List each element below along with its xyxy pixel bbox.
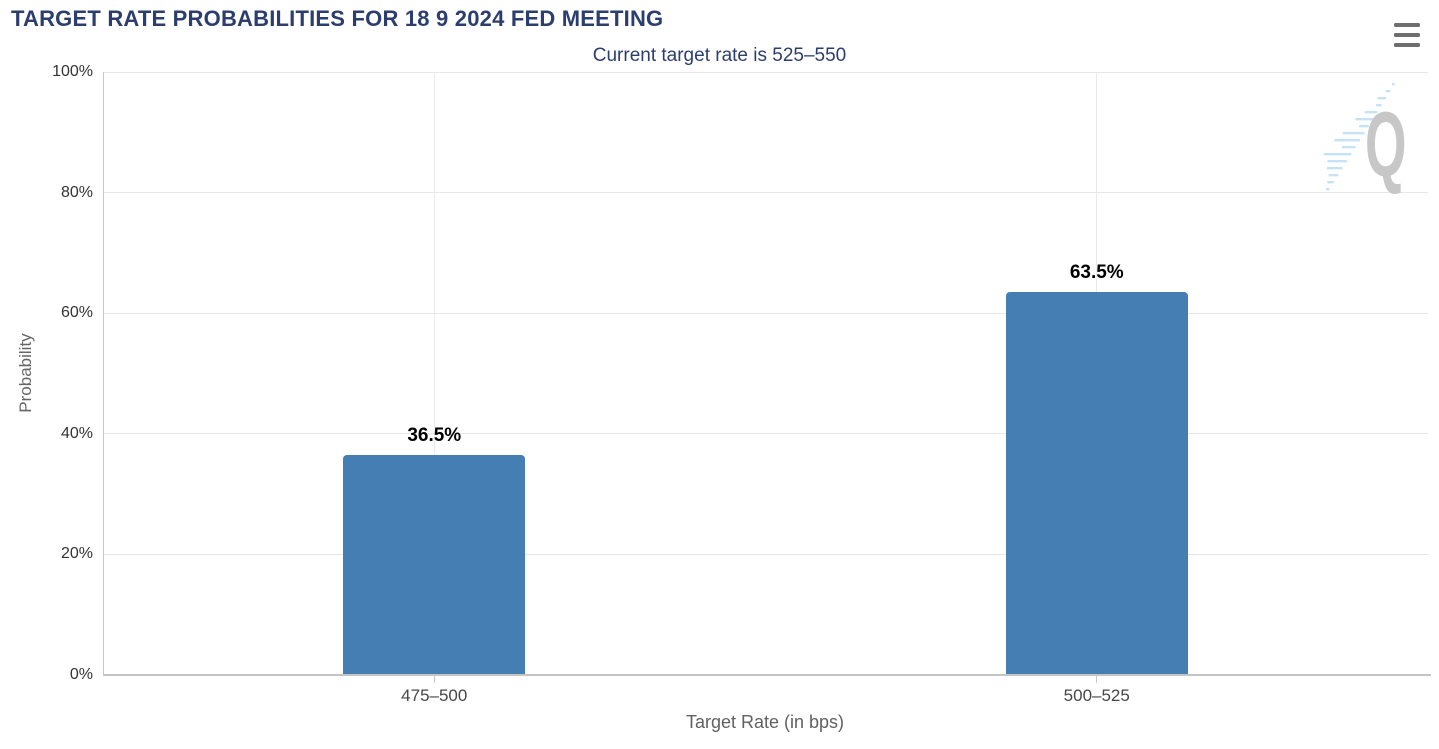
chart-subtitle: Current target rate is 525–550 [592, 45, 847, 66]
y-axis-tick-label: 20% [60, 545, 93, 563]
y-gridline [103, 192, 1428, 194]
y-gridline [103, 71, 1428, 73]
hamburger-bar [1394, 23, 1420, 27]
y-axis-title: Probability [16, 333, 35, 413]
y-axis-tick-label: 100% [52, 63, 93, 80]
x-category-label: 475–500 [401, 686, 468, 705]
chart-title: TARGET RATE PROBABILITIES FOR 18 9 2024 … [11, 6, 664, 31]
y-gridline [103, 312, 1428, 314]
y-axis-tick-label: 80% [60, 183, 93, 201]
hamburger-bar [1394, 33, 1420, 37]
y-axis-tick-label: 40% [60, 424, 93, 442]
x-axis-line [103, 674, 1431, 676]
x-tick-mark [433, 676, 435, 683]
y-axis-tick-label: 0% [69, 666, 93, 683]
y-gridline [103, 553, 1428, 555]
hamburger-bar [1394, 43, 1420, 47]
x-gridline [433, 72, 435, 675]
bar-value-label: 63.5% [1069, 262, 1124, 284]
y-axis-line [103, 72, 104, 675]
bar[interactable] [1005, 292, 1188, 675]
y-gridline [103, 433, 1428, 435]
bar-value-label: 36.5% [407, 424, 462, 446]
bar[interactable] [343, 454, 526, 675]
y-axis-tick-label: 60% [60, 304, 93, 322]
hamburger-menu-icon[interactable] [1392, 20, 1422, 50]
x-axis-title: Target Rate (in bps) [685, 712, 845, 732]
x-category-label: 500–525 [1063, 686, 1130, 705]
x-tick-mark [1096, 676, 1098, 683]
